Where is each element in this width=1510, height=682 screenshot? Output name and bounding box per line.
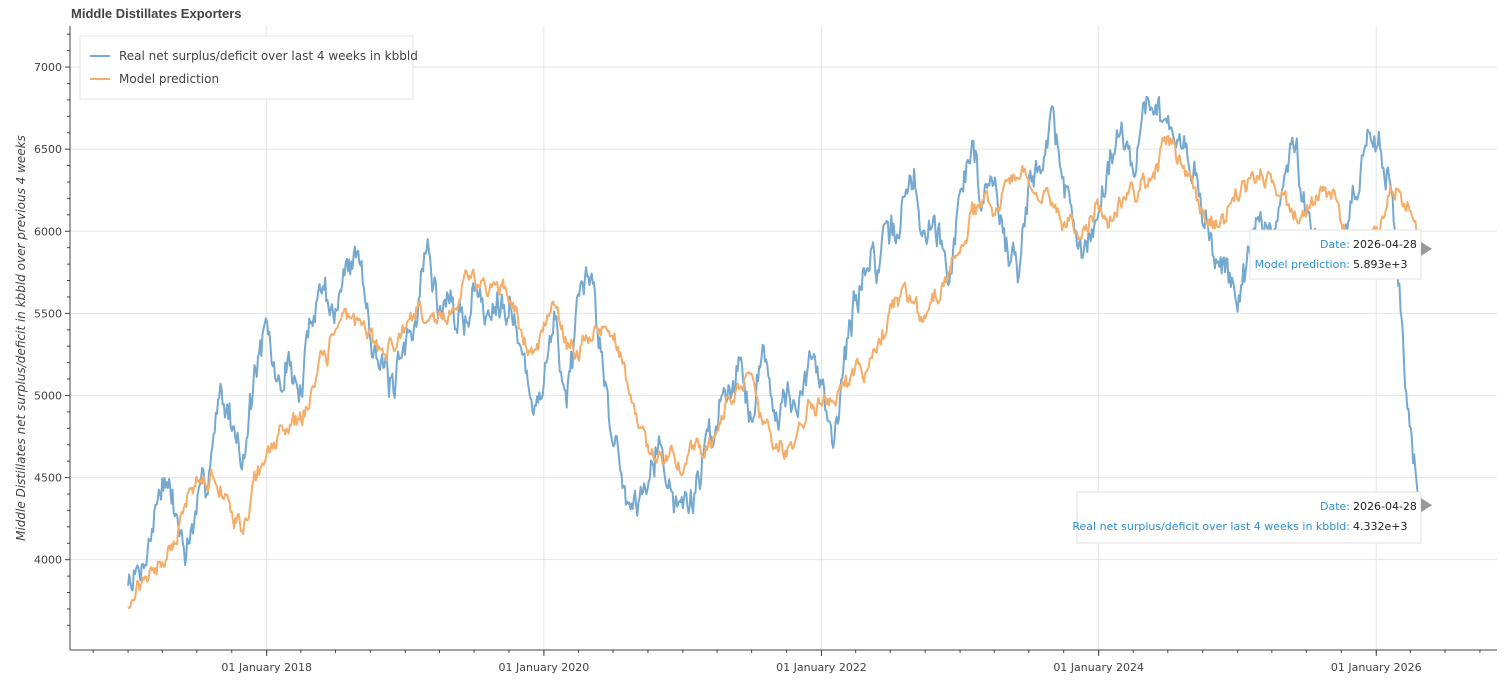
legend-item-0[interactable]: Real net surplus/deficit over last 4 wee… <box>119 49 418 63</box>
tooltip-pointer <box>1421 498 1432 513</box>
y-tick-label: 5500 <box>34 307 62 320</box>
tooltip-value-key: Real net surplus/deficit over last 4 wee… <box>1072 520 1350 533</box>
x-tick-label: 01 January 2024 <box>1053 661 1144 674</box>
grid-lines <box>70 26 1497 650</box>
tooltip-box <box>1076 491 1422 544</box>
y-axis-label: Middle Distillates net surplus/deficit i… <box>14 135 28 541</box>
series-line-1[interactable] <box>127 135 1422 610</box>
y-tick-label: 6500 <box>34 143 62 156</box>
tooltip-date-value: 2026-04-28 <box>1353 238 1417 251</box>
x-tick-label: 01 January 2022 <box>776 661 867 674</box>
x-tick-label: 01 January 2020 <box>499 661 590 674</box>
tooltip-date-key: Date: <box>1320 238 1350 251</box>
axes: 4000 4500 5000 5500 6000 6500 7000 01 January 2… <box>14 26 1497 674</box>
legend-item-1[interactable]: Model prediction <box>119 72 219 86</box>
tooltip-value: 5.893e+3 <box>1353 258 1407 271</box>
y-tick-label: 4500 <box>34 472 62 485</box>
legend: Real net surplus/deficit over last 4 wee… <box>79 35 418 100</box>
legend-box <box>79 35 414 100</box>
series-line-0[interactable] <box>127 95 1422 592</box>
tooltip-box <box>1249 229 1422 280</box>
x-tick-label: 01 January 2018 <box>221 661 312 674</box>
tooltip-value-key: Model prediction: <box>1255 258 1350 271</box>
y-tick-label: 5000 <box>34 389 62 402</box>
y-tick-label: 7000 <box>34 61 62 74</box>
tooltip-pointer <box>1421 241 1432 256</box>
series-layer <box>127 95 1422 610</box>
tooltip-value: 4.332e+3 <box>1353 520 1407 533</box>
chart-title: Middle Distillates Exporters <box>71 6 242 21</box>
y-tick-label: 6000 <box>34 225 62 238</box>
tooltip-date-value: 2026-04-28 <box>1353 500 1417 513</box>
tooltip-date-key: Date: <box>1320 500 1350 513</box>
y-tick-label: 4000 <box>34 554 62 567</box>
x-tick-label: 01 January 2026 <box>1331 661 1422 674</box>
